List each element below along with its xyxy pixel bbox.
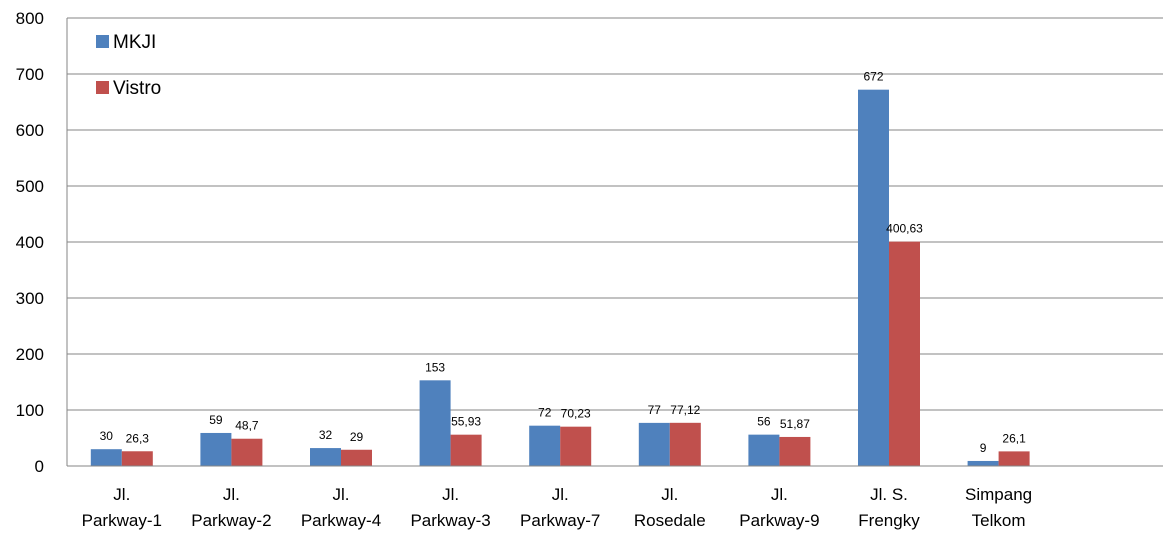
bar-mkji-7 bbox=[858, 89, 889, 467]
data-label-vistro-2: 29 bbox=[350, 430, 364, 444]
x-category-label: Jl. Parkway-1 bbox=[82, 485, 162, 530]
x-category-label: Jl. Parkway-7 bbox=[520, 485, 600, 530]
x-category-label: Jl. Rosedale bbox=[634, 485, 706, 530]
bar-mkji-6 bbox=[748, 434, 780, 466]
bar-mkji-1 bbox=[200, 432, 232, 466]
axes bbox=[66, 18, 1163, 467]
x-category-label: Jl. Parkway-3 bbox=[410, 485, 490, 530]
legend-swatch-mkji bbox=[96, 35, 109, 48]
bar-vistro-8 bbox=[998, 451, 1030, 466]
bar-mkji-3 bbox=[419, 380, 451, 466]
data-label-vistro-7: 400,63 bbox=[886, 222, 923, 236]
x-category-label: Jl. Parkway-2 bbox=[191, 485, 271, 530]
data-label-vistro-5: 77,12 bbox=[670, 403, 700, 417]
x-category-label: Simpang Telkom bbox=[965, 485, 1032, 530]
data-label-mkji-2: 32 bbox=[319, 428, 333, 442]
legend-label-vistro: Vistro bbox=[113, 78, 161, 99]
y-tick-label: 100 bbox=[16, 401, 44, 420]
bar-mkji-8 bbox=[967, 460, 999, 466]
x-category-label: Jl. S. Frengky bbox=[858, 485, 920, 530]
bar-vistro-0 bbox=[121, 451, 153, 466]
y-tick-label: 600 bbox=[16, 121, 44, 140]
y-tick-label: 0 bbox=[35, 457, 44, 476]
data-label-mkji-1: 59 bbox=[209, 413, 223, 427]
data-label-mkji-5: 77 bbox=[648, 403, 662, 417]
data-label-mkji-7: 672 bbox=[863, 70, 883, 84]
y-tick-label: 500 bbox=[16, 177, 44, 196]
y-axis-ticks: 0 100 200 300 400 500 600 700 800 bbox=[16, 9, 44, 476]
y-tick-label: 700 bbox=[16, 65, 44, 84]
legend: MKJI Vistro bbox=[96, 32, 161, 99]
data-label-vistro-1: 48,7 bbox=[235, 419, 259, 433]
bar-vistro-5 bbox=[669, 422, 701, 466]
bar-mkji-4 bbox=[529, 425, 561, 466]
y-tick-label: 400 bbox=[16, 233, 44, 252]
x-category-label: Jl. Parkway-9 bbox=[739, 485, 819, 530]
y-tick-label: 800 bbox=[16, 9, 44, 28]
bar-vistro-7 bbox=[889, 241, 920, 466]
bar-vistro-6 bbox=[779, 436, 811, 466]
bars bbox=[90, 89, 1030, 467]
bar-vistro-4 bbox=[560, 426, 592, 466]
bar-vistro-1 bbox=[231, 438, 263, 466]
data-label-mkji-4: 72 bbox=[538, 406, 552, 420]
bar-mkji-5 bbox=[638, 422, 670, 466]
data-label-vistro-8: 26,1 bbox=[1002, 431, 1026, 445]
data-labels: 30 26,3 59 48,7 32 29 153 55,93 72 70,23 77 77,12 56… bbox=[100, 70, 1026, 455]
data-label-mkji-6: 56 bbox=[757, 415, 771, 429]
data-label-vistro-3: 55,93 bbox=[451, 415, 481, 429]
data-label-vistro-6: 51,87 bbox=[780, 417, 810, 431]
data-label-mkji-3: 153 bbox=[425, 360, 445, 374]
bar-vistro-2 bbox=[341, 449, 372, 466]
x-category-label: Jl. Parkway-4 bbox=[301, 485, 381, 530]
bar-mkji-0 bbox=[90, 449, 122, 466]
data-label-vistro-0: 26,3 bbox=[126, 431, 150, 445]
legend-label-mkji: MKJI bbox=[113, 32, 156, 53]
data-label-mkji-8: 9 bbox=[980, 441, 987, 455]
y-tick-label: 300 bbox=[16, 289, 44, 308]
data-label-vistro-4: 70,23 bbox=[561, 407, 591, 421]
bar-mkji-2 bbox=[310, 448, 341, 466]
y-tick-label: 200 bbox=[16, 345, 44, 364]
x-axis-categories: Jl. Parkway-1 Jl. Parkway-2 Jl. Parkway-4 Jl. P… bbox=[82, 485, 1033, 530]
legend-swatch-vistro bbox=[96, 81, 109, 94]
bar-vistro-3 bbox=[450, 434, 482, 466]
gridlines bbox=[67, 17, 1163, 411]
data-label-mkji-0: 30 bbox=[100, 429, 114, 443]
